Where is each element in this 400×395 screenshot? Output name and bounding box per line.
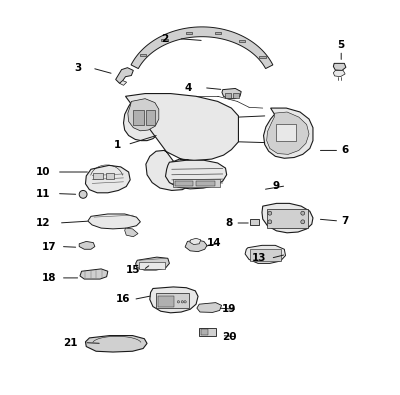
Bar [267,209,308,228]
Bar [139,262,166,269]
Polygon shape [150,287,198,313]
Polygon shape [262,203,313,233]
Bar [259,56,266,58]
Polygon shape [136,257,170,270]
Bar [106,173,114,179]
Polygon shape [120,81,127,85]
Text: 12: 12 [36,218,50,228]
Text: 18: 18 [42,273,56,283]
Polygon shape [131,27,273,69]
Bar [199,328,216,336]
Text: 7: 7 [342,216,349,226]
Polygon shape [79,241,95,249]
Text: 20: 20 [222,332,237,342]
Bar [186,32,192,34]
Text: 14: 14 [206,238,221,248]
Polygon shape [245,245,286,263]
Text: 6: 6 [342,145,349,156]
Polygon shape [264,108,313,158]
Bar [276,124,296,141]
Bar [196,181,215,186]
Circle shape [79,190,87,198]
Bar [158,295,174,307]
Bar [161,39,168,41]
Text: 17: 17 [42,241,56,252]
Circle shape [301,220,305,224]
Polygon shape [128,99,159,131]
Bar [172,179,220,187]
Polygon shape [124,96,163,141]
Bar [133,110,144,125]
Polygon shape [267,112,309,154]
Bar [239,40,245,42]
Circle shape [268,211,272,215]
Polygon shape [333,70,345,77]
Text: 3: 3 [75,63,82,73]
Text: 5: 5 [338,40,345,49]
Text: 19: 19 [222,304,237,314]
Polygon shape [126,94,238,190]
Bar [250,220,259,225]
Circle shape [268,220,272,224]
Polygon shape [80,269,108,279]
Bar [140,54,146,56]
Text: 11: 11 [36,188,50,199]
Polygon shape [185,240,207,252]
Bar [250,249,281,261]
Text: 13: 13 [252,253,266,263]
Text: 1: 1 [114,139,121,150]
Bar [215,32,221,34]
Text: 15: 15 [126,265,140,275]
Polygon shape [333,63,346,70]
Bar [174,181,193,186]
Text: 2: 2 [161,34,168,44]
Circle shape [184,301,186,303]
Circle shape [181,301,184,303]
Polygon shape [88,214,140,229]
Text: 9: 9 [273,181,280,191]
Bar [201,329,208,335]
Polygon shape [166,160,227,189]
Polygon shape [222,88,241,99]
Polygon shape [86,336,147,352]
Bar [156,293,190,308]
Text: 10: 10 [36,167,50,177]
Polygon shape [125,228,138,237]
Bar [226,93,231,98]
Polygon shape [116,68,133,83]
Text: 21: 21 [63,338,78,348]
Circle shape [177,301,180,303]
Text: 4: 4 [184,83,192,93]
Text: 8: 8 [226,218,233,228]
Bar [146,110,155,125]
Circle shape [301,211,305,215]
Text: 16: 16 [116,295,131,305]
Polygon shape [190,238,201,245]
Bar [93,173,103,179]
Bar [233,93,239,98]
Polygon shape [86,166,130,193]
Polygon shape [197,303,222,312]
